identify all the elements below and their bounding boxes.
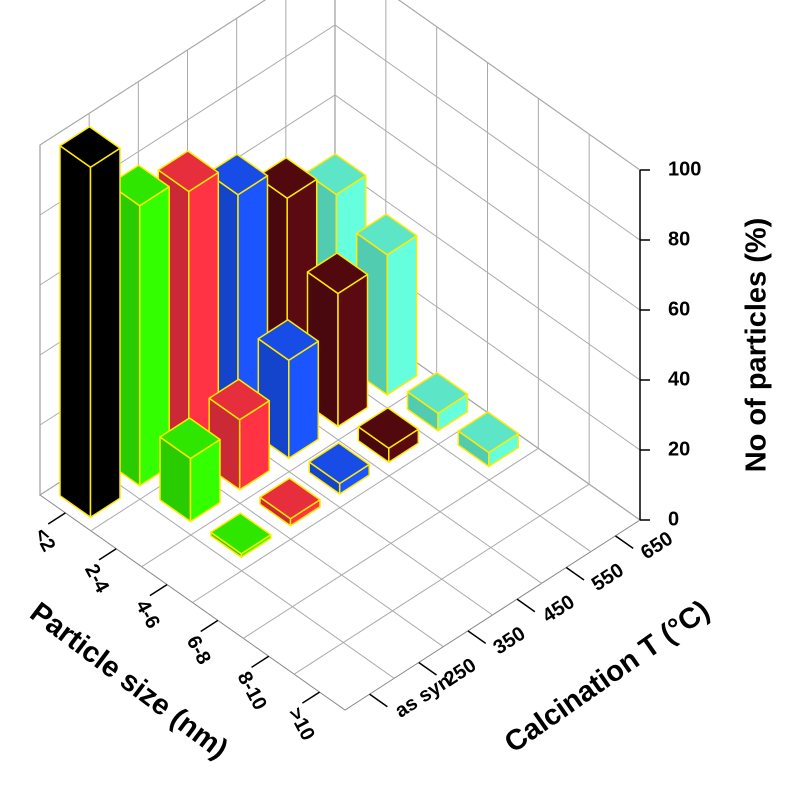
bar-top-face: [159, 417, 221, 460]
bar-top-face: [255, 156, 318, 199]
y-tick-mark: [516, 598, 536, 613]
y-tick-mark: [369, 693, 388, 708]
x-tick-label: 2-4: [80, 561, 113, 598]
y-tick-label: 550: [588, 559, 628, 596]
y-tick-label: 650: [637, 528, 677, 565]
x-tick-mark: [301, 691, 320, 704]
bar-top-face: [457, 411, 520, 454]
x-axis-title: Particle size (nm): [24, 596, 234, 765]
bar: [457, 411, 520, 468]
bar-top-face: [355, 213, 418, 256]
x-tick-mark: [47, 512, 66, 525]
y-tick-mark: [467, 630, 487, 644]
x-tick-mark: [98, 548, 117, 561]
x-tick-label: >10: [283, 704, 318, 744]
bar-top-face: [308, 442, 370, 485]
bar: [308, 442, 370, 495]
z-tick-label: 80: [668, 228, 690, 250]
floor-divider: [293, 483, 590, 675]
x-tick-mark: [200, 619, 219, 633]
y-tick-mark: [418, 661, 437, 676]
z-tick-label: 0: [668, 508, 679, 530]
bar: [159, 417, 221, 523]
bar-top-face: [108, 164, 170, 207]
bar-top-face: [208, 378, 270, 421]
x-tick-mark: [251, 655, 270, 668]
y-tick-label: 350: [489, 623, 529, 660]
bar-front-face: [337, 273, 369, 428]
bar: [406, 371, 469, 432]
bar-top-face: [306, 252, 369, 295]
bar-top-face: [406, 371, 469, 414]
y-axis-title: Calcination T (°C): [499, 594, 716, 759]
x-tick-label: <2: [29, 525, 59, 555]
y-tick-mark: [614, 535, 634, 549]
grid-line: [39, 0, 641, 171]
bar-front-face: [89, 147, 121, 519]
bar-top-face: [259, 477, 321, 520]
bar-top-face: [210, 512, 272, 555]
floor-divider: [192, 412, 488, 603]
x-tick-label: 4-6: [131, 596, 164, 632]
bar: [210, 512, 272, 559]
bar-top-face: [59, 126, 121, 169]
bar-front-face: [386, 235, 418, 396]
y-tick-mark: [565, 566, 585, 581]
bar-left-face: [59, 145, 92, 519]
z-tick-label: 40: [668, 368, 690, 390]
grid-line: [39, 24, 641, 241]
x-tick-label: 8-10: [233, 668, 271, 714]
bar-top-face: [305, 153, 367, 196]
z-tick-label: 60: [668, 298, 690, 320]
bar: [259, 477, 321, 527]
bar-front-face: [288, 340, 320, 459]
bar-top-face: [357, 407, 420, 450]
y-tick-label: 450: [539, 591, 579, 628]
floor-divider: [243, 447, 539, 639]
bar-top-face: [157, 150, 220, 193]
z-axis-title: No of particles (%): [741, 218, 773, 473]
bar: [59, 126, 121, 519]
bar-top-face: [206, 153, 269, 196]
x-tick-mark: [149, 583, 168, 597]
z-tick-label: 100: [668, 158, 701, 180]
x-tick-label: 6-8: [182, 632, 215, 668]
z-tick-label: 20: [668, 438, 690, 460]
bar-top-face: [257, 318, 320, 361]
bar: [357, 407, 420, 464]
